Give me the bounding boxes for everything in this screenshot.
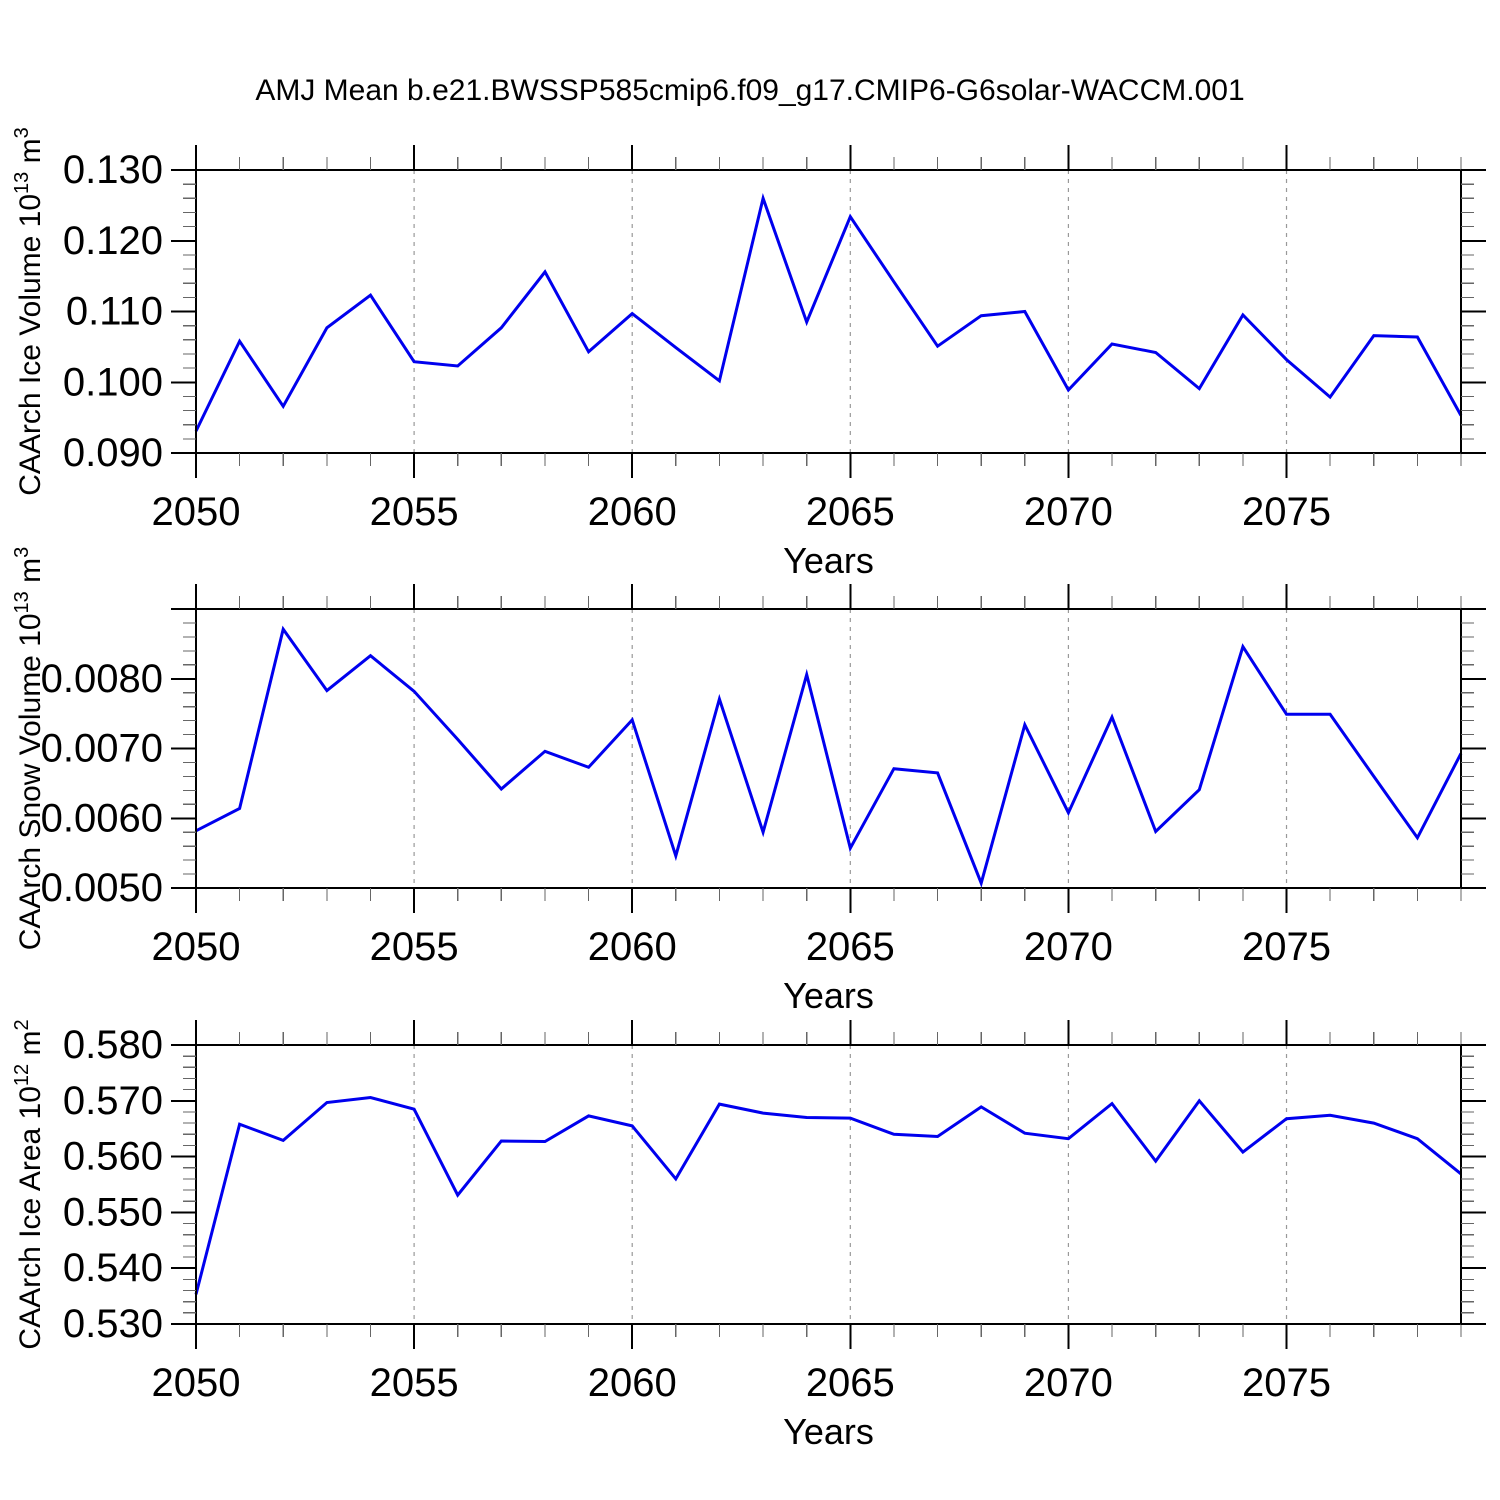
- tick-marks: [171, 145, 1486, 478]
- y-tick-label: 0.0060: [41, 796, 163, 840]
- x-tick-label: 2070: [1024, 490, 1113, 534]
- x-tick-label: 2065: [806, 925, 895, 969]
- x-tick-labels: 2050 2055 2060 2065 2070 2075: [152, 1361, 1332, 1405]
- ice-area-line: [194, 1095, 1462, 1295]
- x-tick-label: 2075: [1242, 925, 1331, 969]
- x-tick-label: 2050: [152, 490, 241, 534]
- x-tick-labels: 2050 2055 2060 2065 2070 2075: [152, 490, 1332, 534]
- y-axis-title: CAArch Ice Area 1012 m2: [11, 1019, 47, 1349]
- y-axis-title: CAArch Snow Volume 1013 m3: [11, 547, 47, 951]
- x-tick-label: 2055: [370, 925, 459, 969]
- y-tick-label: 0.560: [63, 1135, 163, 1179]
- plot-frame: [195, 1044, 1462, 1325]
- ice-volume-plot: 0.090 0.100 0.110 0.120 0.130 2050 2055 2060 206…: [11, 127, 1486, 581]
- x-tick-label: 2060: [588, 925, 677, 969]
- tick-marks: [171, 1020, 1486, 1349]
- x-axis-title: Years: [783, 540, 874, 581]
- plot-frame: [195, 169, 1462, 454]
- y-axis-title: CAArch Ice Volume 1013 m3: [11, 127, 47, 496]
- y-tick-label: 0.130: [63, 148, 163, 192]
- y-tick-label: 0.100: [63, 360, 163, 404]
- y-tick-labels: 0.0050 0.0060 0.0070 0.0080: [41, 657, 163, 910]
- x-axis-title: Years: [783, 975, 874, 1016]
- y-tick-label: 0.550: [63, 1190, 163, 1234]
- ice-volume-line: [194, 193, 1463, 432]
- figure-title: AMJ Mean b.e21.BWSSP585cmip6.f09_g17.CMI…: [255, 74, 1245, 107]
- x-tick-label: 2050: [152, 925, 241, 969]
- y-tick-labels: 0.090 0.100 0.110 0.120 0.130: [63, 148, 163, 475]
- y-tick-label: 0.580: [63, 1023, 163, 1067]
- x-tick-label: 2060: [588, 1361, 677, 1405]
- x-tick-label: 2070: [1024, 1361, 1113, 1405]
- x-tick-labels: 2050 2055 2060 2065 2070 2075: [152, 925, 1332, 969]
- y-tick-label: 0.540: [63, 1246, 163, 1290]
- y-tick-label: 0.570: [63, 1079, 163, 1123]
- y-tick-label: 0.090: [63, 431, 163, 475]
- snow-volume-line: [195, 625, 1463, 888]
- tick-marks: [171, 584, 1486, 913]
- y-tick-label: 0.120: [63, 219, 163, 263]
- x-tick-label: 2050: [152, 1361, 241, 1405]
- x-tick-label: 2070: [1024, 925, 1113, 969]
- y-tick-labels: 0.530 0.540 0.550 0.560 0.570 0.580: [63, 1023, 163, 1346]
- x-tick-label: 2055: [370, 1361, 459, 1405]
- plot-frame: [195, 608, 1462, 889]
- x-tick-label: 2075: [1242, 1361, 1331, 1405]
- y-tick-label: 0.0070: [41, 727, 163, 771]
- y-tick-label: 0.0080: [41, 657, 163, 701]
- x-tick-label: 2065: [806, 490, 895, 534]
- x-tick-label: 2075: [1242, 490, 1331, 534]
- y-tick-label: 0.0050: [41, 866, 163, 910]
- y-tick-label: 0.530: [63, 1302, 163, 1346]
- x-tick-label: 2065: [806, 1361, 895, 1405]
- y-tick-label: 0.110: [66, 290, 163, 334]
- x-tick-label: 2060: [588, 490, 677, 534]
- x-tick-label: 2055: [370, 490, 459, 534]
- x-axis-title: Years: [783, 1411, 874, 1452]
- snow-volume-plot: 0.0050 0.0060 0.0070 0.0080 2050 2055 2060 2065…: [11, 547, 1486, 1016]
